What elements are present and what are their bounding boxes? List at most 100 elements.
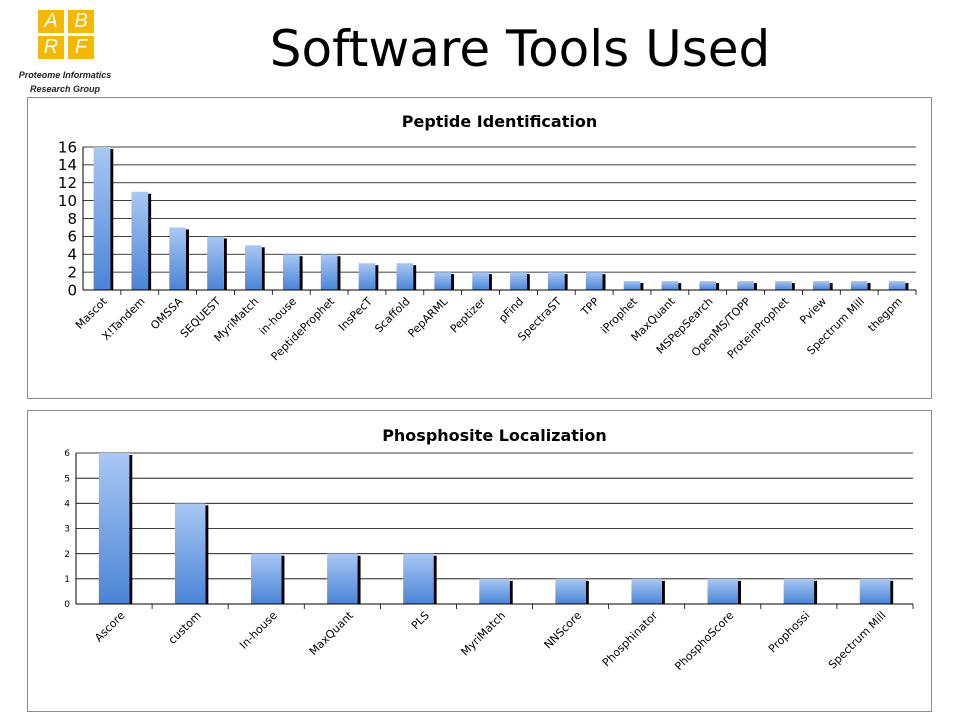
y-tick-label: 6: [64, 449, 70, 459]
bar-shadow: [205, 505, 209, 604]
bar-shadow: [716, 283, 720, 290]
bar-shadow: [413, 265, 417, 290]
y-tick-label: 16: [58, 138, 77, 156]
logo-letter-r: R: [38, 36, 64, 59]
bar: [888, 281, 906, 290]
x-tick-label: Mascot: [73, 294, 110, 331]
bar-shadow: [905, 283, 909, 290]
bar: [131, 191, 149, 290]
y-tick-label: 5: [64, 474, 70, 484]
logo-letter-b: B: [68, 10, 94, 33]
y-tick-label: 2: [67, 263, 77, 281]
bar-shadow: [814, 580, 818, 604]
bar: [631, 578, 662, 604]
bar-shadow: [129, 455, 133, 604]
bar-shadow: [602, 274, 606, 290]
y-tick-label: 2: [64, 550, 70, 560]
logo-caption-line2: Research Group: [29, 84, 101, 94]
x-tick-label: PepARML: [405, 294, 451, 340]
bar: [169, 227, 186, 290]
y-tick-label: 8: [67, 210, 77, 228]
x-tick-label: Phosphinator: [600, 609, 661, 670]
bar-shadow: [148, 193, 152, 290]
y-tick-label: 4: [64, 499, 70, 509]
bar: [396, 263, 414, 290]
chart-title: Peptide Identification: [402, 112, 597, 131]
y-tick-label: 14: [58, 156, 77, 174]
x-tick-label: PLS: [409, 609, 432, 632]
bar-shadow: [890, 580, 894, 604]
bar-shadow: [737, 580, 741, 604]
bar: [327, 553, 358, 604]
bar: [320, 254, 338, 290]
x-tick-label: Ascore: [92, 609, 128, 645]
bar-shadow: [867, 283, 871, 290]
y-tick-label: 3: [64, 525, 70, 535]
bar: [783, 578, 815, 604]
bar: [479, 578, 510, 604]
bar: [245, 245, 262, 290]
bar: [623, 281, 641, 290]
x-tick-label: PhosphoScore: [672, 609, 736, 673]
bar-shadow: [661, 580, 665, 604]
bar: [358, 263, 376, 290]
bar-shadow: [829, 283, 833, 290]
y-tick-label: 4: [67, 246, 77, 264]
bar-shadow: [223, 238, 227, 290]
bar-shadow: [261, 247, 265, 290]
bar: [813, 281, 830, 290]
logo-caption-line1: Proteome Informatics: [18, 70, 112, 80]
bar-shadow: [585, 580, 589, 604]
bar: [699, 281, 717, 290]
y-tick-label: 0: [64, 600, 70, 610]
y-tick-label: 0: [67, 281, 77, 299]
y-tick-label: 1: [64, 575, 70, 585]
bar: [207, 236, 224, 290]
bar-shadow: [337, 256, 341, 290]
bar: [93, 147, 111, 290]
x-tick-label: TPP: [578, 295, 602, 319]
logo-letter-f: F: [68, 36, 94, 59]
bar-shadow: [299, 256, 303, 290]
x-tick-label: OMSSA: [148, 295, 186, 333]
bar-shadow: [564, 274, 568, 290]
x-tick-label: MaxQuant: [307, 608, 357, 658]
x-tick-label: Prophossi: [766, 609, 812, 655]
bar: [775, 281, 792, 290]
bar-shadow: [678, 283, 682, 290]
phosphosite-localization-svg: Phosphosite Localization 0 1 2 3 4 5 6 Ascore cus…: [64, 426, 914, 673]
bar: [585, 272, 603, 290]
bar: [403, 553, 434, 604]
x-tick-label: MyriMatch: [458, 609, 508, 659]
x-tick-label: thegpm: [865, 295, 904, 334]
x-tick-label: custom: [166, 609, 204, 647]
bar-shadow: [753, 283, 757, 290]
bar: [282, 254, 300, 290]
bar-shadow: [640, 283, 644, 290]
bar-shadow: [281, 555, 285, 604]
x-tick-label: InsPecT: [336, 295, 375, 334]
x-tick-label: Spectrum Mill: [826, 609, 889, 672]
phosphosite-localization-chart: Phosphosite Localization 0 1 2 3 4 5 6 Ascore cus…: [27, 410, 932, 712]
bar: [707, 578, 738, 604]
bar: [251, 553, 282, 604]
bar: [555, 578, 586, 604]
logo: A B R F: [36, 8, 96, 60]
bar-shadow: [526, 274, 530, 290]
chart-title: Phosphosite Localization: [382, 426, 607, 445]
bar-shadow: [185, 229, 189, 290]
bar: [547, 272, 565, 290]
bar-shadow: [110, 149, 114, 290]
bar-shadow: [488, 274, 492, 290]
bar-shadow: [451, 274, 455, 290]
bar-shadow: [791, 283, 795, 290]
bar: [661, 281, 679, 290]
bar: [510, 272, 527, 290]
y-tick-label: 10: [58, 192, 77, 210]
bar: [472, 272, 489, 290]
page-title: Software Tools Used: [269, 20, 771, 78]
y-tick-label: 6: [67, 228, 77, 246]
bar: [850, 281, 868, 290]
bar-shadow: [509, 580, 513, 604]
